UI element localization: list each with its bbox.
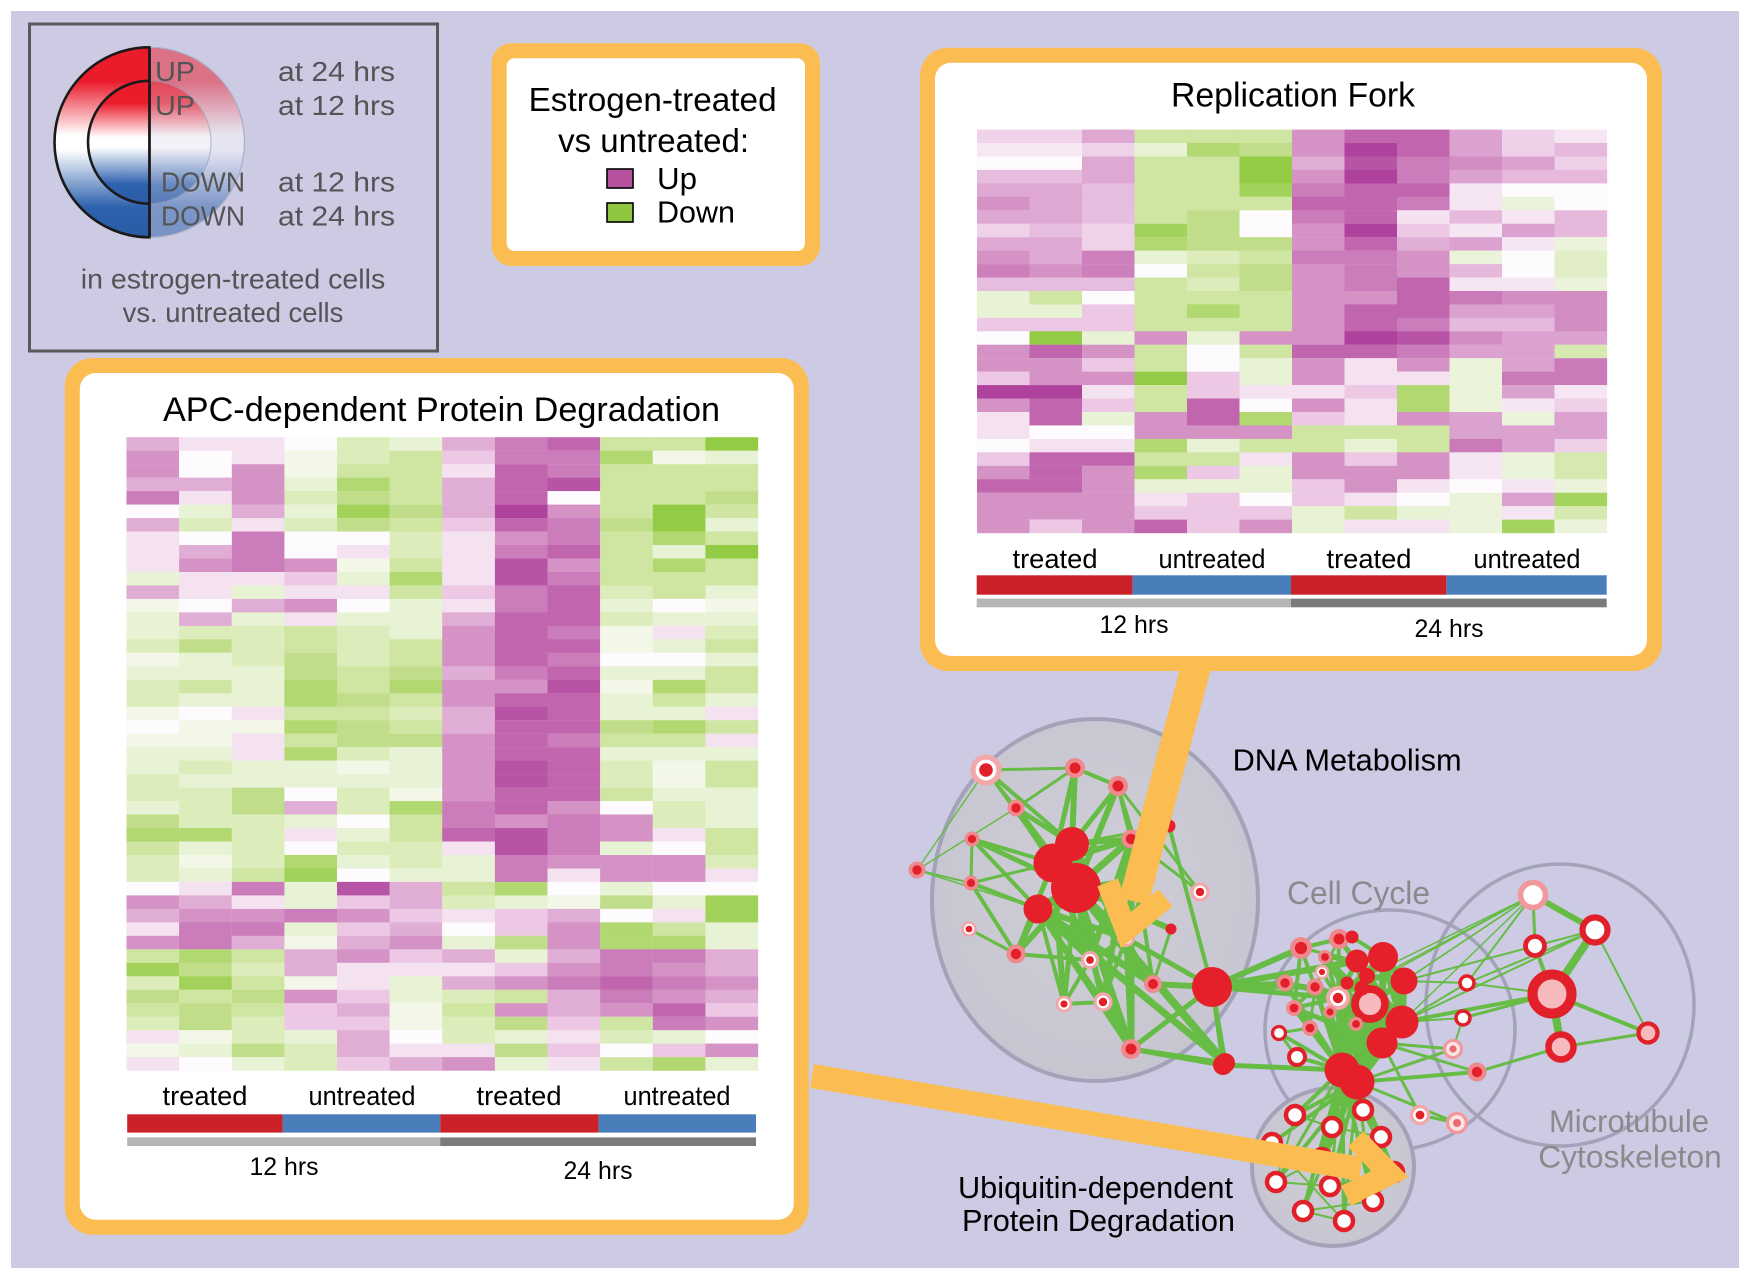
svg-text:Microtubule: Microtubule [1549,1104,1709,1139]
svg-text:untreated: untreated [624,1081,731,1111]
svg-text:untreated: untreated [309,1081,416,1111]
svg-text:untreated: untreated [1159,544,1266,574]
svg-text:treated: treated [1327,544,1412,574]
svg-text:Up: Up [657,161,697,196]
svg-text:24 hrs: 24 hrs [1415,615,1484,643]
svg-text:12 hrs: 12 hrs [250,1153,319,1181]
svg-text:12 hrs: 12 hrs [1100,611,1169,639]
svg-text:in estrogen-treated cells: in estrogen-treated cells [81,264,386,295]
svg-text:treated: treated [1013,544,1098,574]
svg-text:vs. untreated cells: vs. untreated cells [123,297,344,328]
svg-text:Replication Fork: Replication Fork [1171,77,1415,115]
svg-text:DOWN: DOWN [161,201,245,232]
svg-text:Ubiquitin-dependent: Ubiquitin-dependent [958,1170,1233,1205]
svg-text:APC-dependent Protein Degradat: APC-dependent Protein Degradation [163,391,720,429]
svg-text:treated: treated [477,1081,562,1111]
svg-text:at 12 hrs: at 12 hrs [278,90,395,121]
svg-text:untreated: untreated [1474,544,1581,574]
svg-text:at 24 hrs: at 24 hrs [278,201,395,232]
svg-text:treated: treated [163,1081,248,1111]
svg-text:Cytoskeleton: Cytoskeleton [1538,1140,1722,1175]
svg-text:at 12 hrs: at 12 hrs [278,167,395,198]
svg-text:24 hrs: 24 hrs [564,1157,633,1185]
svg-text:Protein Degradation: Protein Degradation [962,1203,1235,1238]
svg-text:DOWN: DOWN [161,167,245,198]
svg-text:vs untreated:: vs untreated: [558,122,749,159]
svg-text:UP: UP [155,90,195,121]
svg-text:Down: Down [657,195,735,230]
svg-text:Estrogen-treated: Estrogen-treated [529,81,777,118]
svg-text:at 24 hrs: at 24 hrs [278,56,395,87]
svg-text:Cell Cycle: Cell Cycle [1287,875,1430,911]
svg-text:UP: UP [155,56,195,87]
svg-text:DNA Metabolism: DNA Metabolism [1233,743,1462,778]
